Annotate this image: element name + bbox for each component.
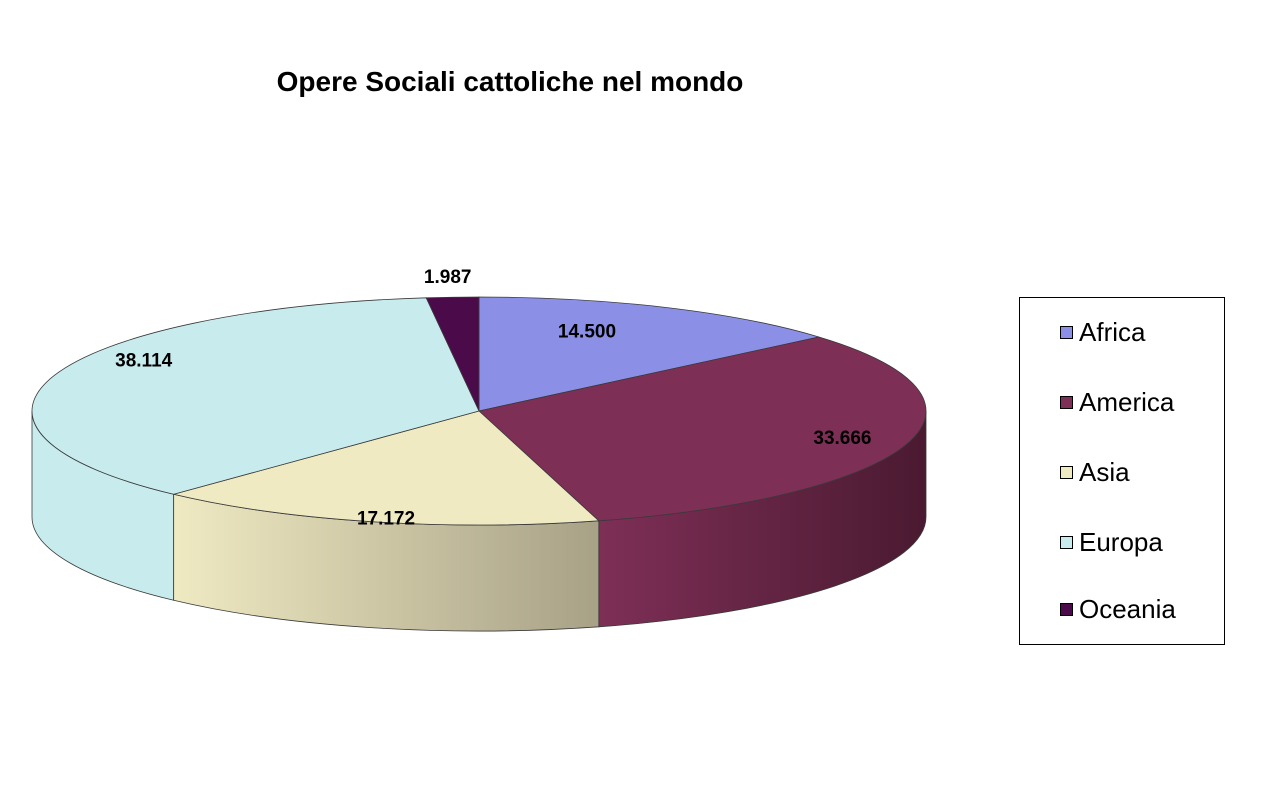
pie-slice-america: [478, 336, 927, 522]
legend-label: Oceania: [1079, 593, 1176, 624]
legend-item-oceania: Oceania: [1060, 592, 1176, 626]
legend-swatch-africa: [1060, 325, 1073, 339]
chart-title: Opere Sociali cattoliche nel mondo: [276, 66, 744, 97]
legend-label: Asia: [1079, 456, 1130, 487]
legend-item-europa: Europa: [1060, 525, 1163, 559]
pie-slice-africa: [478, 296, 820, 412]
legend-item-asia: Asia: [1060, 455, 1130, 489]
legend-swatch-america: [1060, 395, 1073, 409]
legend-label: Europa: [1079, 526, 1163, 557]
data-label-asia: 17.172: [357, 508, 415, 529]
legend-label: America: [1079, 386, 1175, 417]
pie-slice-asia: [173, 410, 600, 526]
data-label-africa: 14.500: [558, 321, 616, 342]
legend-swatch-europa: [1060, 535, 1073, 549]
data-label-europa: 38.114: [115, 350, 172, 371]
data-label-oceania: 1.987: [424, 267, 472, 288]
data-label-america: 33.666: [813, 428, 871, 449]
legend-item-america: America: [1060, 385, 1174, 419]
legend-item-africa: Africa: [1060, 315, 1145, 349]
pie-slice-europa: [31, 297, 480, 495]
legend-swatch-asia: [1060, 465, 1073, 479]
legend-swatch-oceania: [1060, 602, 1073, 616]
pie-slice-oceania: [425, 296, 480, 412]
chart-legend: Africa America Asia Europa Oceania: [1019, 297, 1225, 645]
pie-chart: 14.500 33.666 17.172 38.114 1.987: [31, 267, 927, 632]
legend-label: Africa: [1079, 316, 1146, 347]
